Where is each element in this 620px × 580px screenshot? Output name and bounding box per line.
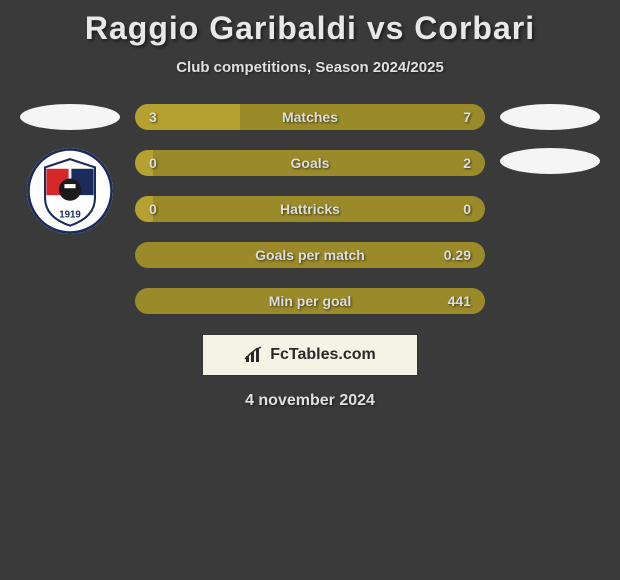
main-row: 1919 3 Matches 7 0 Goals 2 0 Hattricks: [0, 104, 620, 314]
stat-left-value: 0: [149, 155, 157, 171]
page-title: Raggio Garibaldi vs Corbari: [0, 10, 620, 47]
stat-bar-goals-per-match: Goals per match 0.29: [135, 242, 485, 268]
stat-bar-matches: 3 Matches 7: [135, 104, 485, 130]
left-player-col: 1919: [15, 104, 125, 234]
comparison-card: Raggio Garibaldi vs Corbari Club competi…: [0, 0, 620, 420]
stat-right-value: 7: [463, 109, 471, 125]
stat-label: Hattricks: [280, 201, 340, 217]
brand-label: FcTables.com: [270, 346, 376, 364]
stat-label: Matches: [282, 109, 338, 125]
footer: FcTables.com 4 november 2024: [0, 334, 620, 410]
club-badge-left: 1919: [27, 148, 113, 234]
stat-bar-goals: 0 Goals 2: [135, 150, 485, 176]
stat-bar-min-per-goal: Min per goal 441: [135, 288, 485, 314]
right-player-col: [495, 104, 605, 174]
date-label: 4 november 2024: [245, 392, 375, 410]
club-right-oval: [500, 148, 600, 174]
stat-right-value: 0: [463, 201, 471, 217]
stat-right-value: 441: [448, 293, 471, 309]
subtitle: Club competitions, Season 2024/2025: [0, 59, 620, 76]
brand-box[interactable]: FcTables.com: [202, 334, 418, 376]
player-right-oval: [500, 104, 600, 130]
svg-text:1919: 1919: [59, 209, 81, 220]
shield-icon: 1919: [27, 148, 113, 234]
stat-label: Min per goal: [269, 293, 351, 309]
stats-column: 3 Matches 7 0 Goals 2 0 Hattricks 0 Goal…: [135, 104, 485, 314]
player-left-oval: [20, 104, 120, 130]
stat-left-value: 3: [149, 109, 157, 125]
stat-bar-hattricks: 0 Hattricks 0: [135, 196, 485, 222]
bar-chart-icon: [244, 346, 266, 364]
stat-right-value: 2: [463, 155, 471, 171]
stat-label: Goals: [291, 155, 330, 171]
stat-label: Goals per match: [255, 247, 365, 263]
stat-right-value: 0.29: [444, 247, 471, 263]
stat-left-value: 0: [149, 201, 157, 217]
